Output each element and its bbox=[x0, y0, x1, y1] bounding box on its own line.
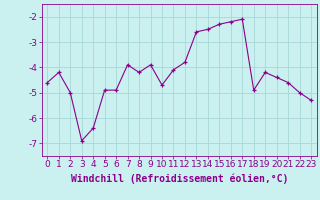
X-axis label: Windchill (Refroidissement éolien,°C): Windchill (Refroidissement éolien,°C) bbox=[70, 173, 288, 184]
